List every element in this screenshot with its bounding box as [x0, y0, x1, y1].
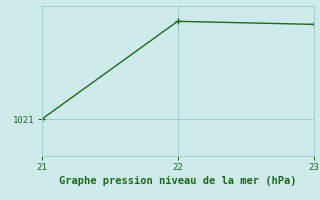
X-axis label: Graphe pression niveau de la mer (hPa): Graphe pression niveau de la mer (hPa) [59, 176, 296, 186]
